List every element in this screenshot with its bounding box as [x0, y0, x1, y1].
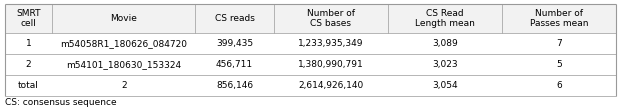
Bar [388, 33, 502, 54]
Text: 2: 2 [121, 81, 127, 90]
Text: CS reads: CS reads [215, 14, 255, 23]
Bar [502, 33, 616, 54]
Bar [5, 33, 52, 54]
Text: 7: 7 [556, 39, 562, 48]
Bar [388, 54, 502, 75]
Bar [196, 33, 274, 54]
Text: 856,146: 856,146 [216, 81, 253, 90]
Text: 1,233,935,349: 1,233,935,349 [298, 39, 363, 48]
Bar [5, 75, 52, 96]
Text: 2: 2 [25, 60, 31, 69]
Text: m54101_180630_153324: m54101_180630_153324 [66, 60, 181, 69]
Bar [502, 75, 616, 96]
Bar [5, 4, 52, 33]
Bar [274, 33, 388, 54]
Text: 2,614,926,140: 2,614,926,140 [298, 81, 363, 90]
Bar [196, 4, 274, 33]
Text: 3,089: 3,089 [432, 39, 458, 48]
Bar [196, 54, 274, 75]
Text: 5: 5 [556, 60, 562, 69]
Text: 3,023: 3,023 [432, 60, 458, 69]
Text: Movie: Movie [111, 14, 137, 23]
Text: 1,380,990,791: 1,380,990,791 [298, 60, 363, 69]
Bar [502, 4, 616, 33]
Text: 6: 6 [556, 81, 562, 90]
Text: total: total [18, 81, 39, 90]
Text: Number of
Passes mean: Number of Passes mean [530, 9, 588, 28]
Bar [5, 54, 52, 75]
Bar [52, 54, 196, 75]
Text: 399,435: 399,435 [216, 39, 253, 48]
Bar [274, 4, 388, 33]
Bar [388, 75, 502, 96]
Bar [274, 75, 388, 96]
Bar [52, 75, 196, 96]
Bar [388, 4, 502, 33]
Bar [502, 54, 616, 75]
Bar [52, 4, 196, 33]
Text: Number of
CS bases: Number of CS bases [307, 9, 355, 28]
Bar [274, 54, 388, 75]
Text: 456,711: 456,711 [216, 60, 253, 69]
Text: SMRT
cell: SMRT cell [16, 9, 41, 28]
Text: 3,054: 3,054 [432, 81, 458, 90]
Bar [196, 75, 274, 96]
Text: 1: 1 [25, 39, 31, 48]
Text: CS Read
Length mean: CS Read Length mean [415, 9, 475, 28]
Text: CS: consensus sequence: CS: consensus sequence [5, 98, 117, 107]
Bar [52, 33, 196, 54]
Text: m54058R1_180626_084720: m54058R1_180626_084720 [60, 39, 187, 48]
